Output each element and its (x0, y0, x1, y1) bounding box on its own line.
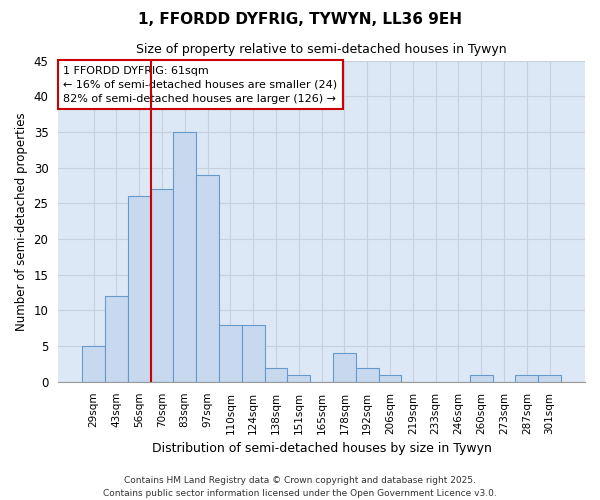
Bar (470, 374, 493, 382)
Bar (356, 368, 379, 382)
Bar (128, 196, 151, 382)
Bar (242, 325, 265, 382)
Text: 1 FFORDD DYFRIG: 61sqm
← 16% of semi-detached houses are smaller (24)
82% of sem: 1 FFORDD DYFRIG: 61sqm ← 16% of semi-det… (64, 66, 338, 104)
Title: Size of property relative to semi-detached houses in Tywyn: Size of property relative to semi-detach… (136, 42, 507, 56)
Bar (82, 346, 105, 382)
Text: Contains HM Land Registry data © Crown copyright and database right 2025.
Contai: Contains HM Land Registry data © Crown c… (103, 476, 497, 498)
Bar (265, 368, 287, 382)
Bar (105, 296, 128, 382)
Bar (219, 325, 242, 382)
Y-axis label: Number of semi-detached properties: Number of semi-detached properties (15, 112, 28, 330)
Text: 1, FFORDD DYFRIG, TYWYN, LL36 9EH: 1, FFORDD DYFRIG, TYWYN, LL36 9EH (138, 12, 462, 28)
Bar (379, 374, 401, 382)
Bar (287, 374, 310, 382)
Bar (173, 132, 196, 382)
Bar (333, 354, 356, 382)
Bar (515, 374, 538, 382)
Bar (196, 175, 219, 382)
Bar (538, 374, 561, 382)
Bar (151, 189, 173, 382)
X-axis label: Distribution of semi-detached houses by size in Tywyn: Distribution of semi-detached houses by … (152, 442, 491, 455)
